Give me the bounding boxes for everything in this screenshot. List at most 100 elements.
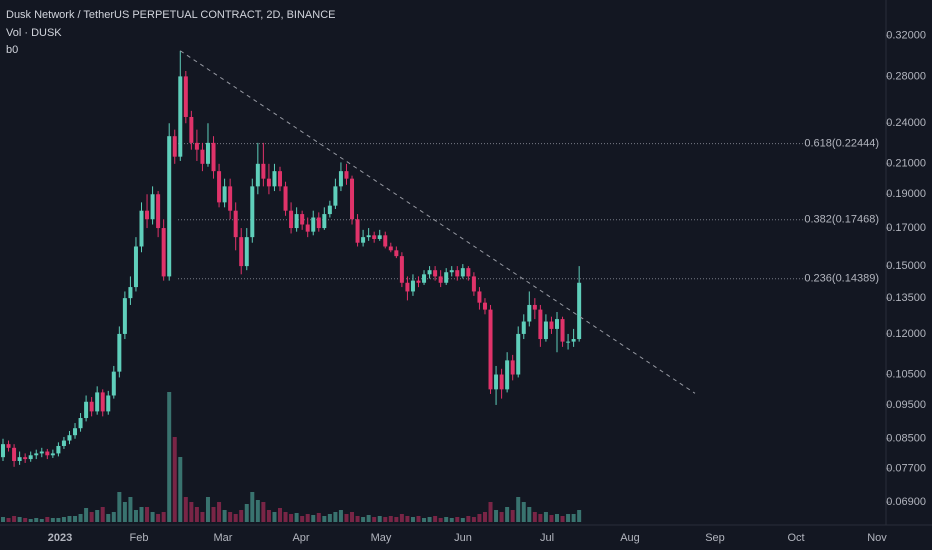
volume-bar bbox=[566, 514, 571, 522]
volume-bar bbox=[327, 514, 332, 522]
fib-level-label: 0.618(0.22444) bbox=[804, 138, 879, 150]
candle-body bbox=[272, 171, 277, 187]
volume-bar bbox=[294, 513, 299, 522]
volume-bar bbox=[577, 510, 582, 522]
volume-bar bbox=[505, 507, 510, 522]
volume-bar bbox=[355, 516, 360, 522]
volume-bar bbox=[183, 497, 188, 522]
candle-body bbox=[410, 280, 415, 292]
volume-bar bbox=[117, 492, 122, 522]
candle-body bbox=[167, 136, 172, 277]
volume-bar bbox=[488, 502, 493, 522]
candle-body bbox=[388, 246, 393, 251]
candle-body bbox=[28, 455, 33, 460]
x-tick-label: Oct bbox=[787, 532, 804, 544]
volume-bar bbox=[388, 516, 393, 522]
volume-bar bbox=[405, 516, 410, 522]
candle-body bbox=[289, 210, 294, 229]
candle-body bbox=[194, 142, 199, 150]
candle-body bbox=[178, 76, 183, 157]
volume-bar bbox=[543, 512, 548, 522]
candle-body bbox=[366, 235, 371, 238]
candle-body bbox=[460, 268, 465, 277]
volume-bar bbox=[233, 514, 238, 522]
candle-body bbox=[555, 319, 559, 329]
fib-level-label: 0.236(0.14389) bbox=[804, 273, 879, 285]
candle-body bbox=[250, 186, 255, 238]
volume-bar bbox=[56, 518, 61, 522]
volume-bar bbox=[449, 518, 454, 522]
candle-body bbox=[433, 270, 438, 277]
candle-body bbox=[543, 321, 548, 340]
volume-bar bbox=[39, 519, 44, 522]
volume-bar bbox=[111, 512, 116, 522]
y-tick-label: 0.32000 bbox=[886, 30, 926, 42]
volume-bar bbox=[272, 512, 277, 522]
volume-bar bbox=[460, 518, 465, 522]
candle-body bbox=[355, 219, 360, 243]
volume-bar bbox=[283, 512, 288, 522]
volume-bar bbox=[150, 512, 155, 522]
volume-bar bbox=[527, 507, 532, 522]
candle-body bbox=[23, 457, 28, 460]
candle-body bbox=[294, 214, 299, 229]
volume-bar bbox=[78, 514, 83, 522]
candle-body bbox=[156, 194, 161, 229]
volume-bar bbox=[261, 502, 266, 522]
volume-bar bbox=[6, 518, 11, 522]
y-tick-label: 0.10500 bbox=[886, 368, 926, 380]
candle-body bbox=[499, 374, 504, 390]
volume-bar bbox=[217, 502, 222, 522]
volume-bar bbox=[477, 514, 482, 522]
candle-body bbox=[255, 163, 260, 187]
volume-bar bbox=[532, 512, 537, 522]
volume-bar bbox=[466, 516, 471, 522]
candle-body bbox=[394, 250, 399, 257]
volume-bar bbox=[255, 500, 260, 522]
candle-body bbox=[228, 186, 233, 211]
candle-body bbox=[133, 246, 138, 288]
y-tick-label: 0.24000 bbox=[886, 117, 926, 129]
y-tick-label: 0.07700 bbox=[886, 463, 926, 475]
candle-body bbox=[338, 171, 343, 187]
volume-bar bbox=[316, 513, 321, 522]
volume-bar bbox=[222, 510, 227, 522]
candle-body bbox=[266, 178, 271, 187]
candle-body bbox=[111, 371, 116, 396]
volume-bar bbox=[427, 517, 432, 522]
candle-body bbox=[322, 214, 327, 229]
volume-bar bbox=[416, 516, 421, 522]
volume-bar bbox=[366, 515, 371, 522]
candle-body bbox=[150, 194, 155, 220]
y-tick-label: 0.21000 bbox=[886, 158, 926, 170]
candle-body bbox=[211, 142, 216, 172]
x-tick-label: Sep bbox=[705, 532, 725, 544]
volume-bar bbox=[399, 514, 404, 522]
candle-body bbox=[12, 447, 17, 461]
y-tick-label: 0.15000 bbox=[886, 260, 926, 272]
candle-body bbox=[405, 282, 410, 292]
x-tick-label: Mar bbox=[214, 532, 233, 544]
volume-bar bbox=[538, 514, 543, 522]
x-tick-label: Jun bbox=[454, 532, 472, 544]
volume-bar bbox=[377, 516, 382, 522]
candle-body bbox=[427, 270, 432, 275]
volume-bar bbox=[471, 517, 476, 522]
candle-body bbox=[449, 270, 454, 273]
candle-body bbox=[1, 444, 5, 458]
candle-body bbox=[510, 360, 515, 375]
volume-bar bbox=[482, 512, 487, 522]
candle-body bbox=[377, 235, 382, 239]
candle-body bbox=[344, 171, 349, 179]
volume-bar bbox=[444, 517, 449, 522]
candle-body bbox=[416, 280, 421, 283]
candle-body bbox=[172, 136, 177, 157]
fib-level-label: 0.382(0.17468) bbox=[804, 214, 879, 226]
candle-body bbox=[6, 444, 11, 448]
volume-bar bbox=[122, 502, 127, 522]
volume-bar bbox=[161, 512, 166, 522]
candle-body bbox=[139, 210, 144, 247]
candle-body bbox=[61, 440, 66, 446]
candle-body bbox=[145, 210, 150, 220]
y-tick-label: 0.09500 bbox=[886, 399, 926, 411]
